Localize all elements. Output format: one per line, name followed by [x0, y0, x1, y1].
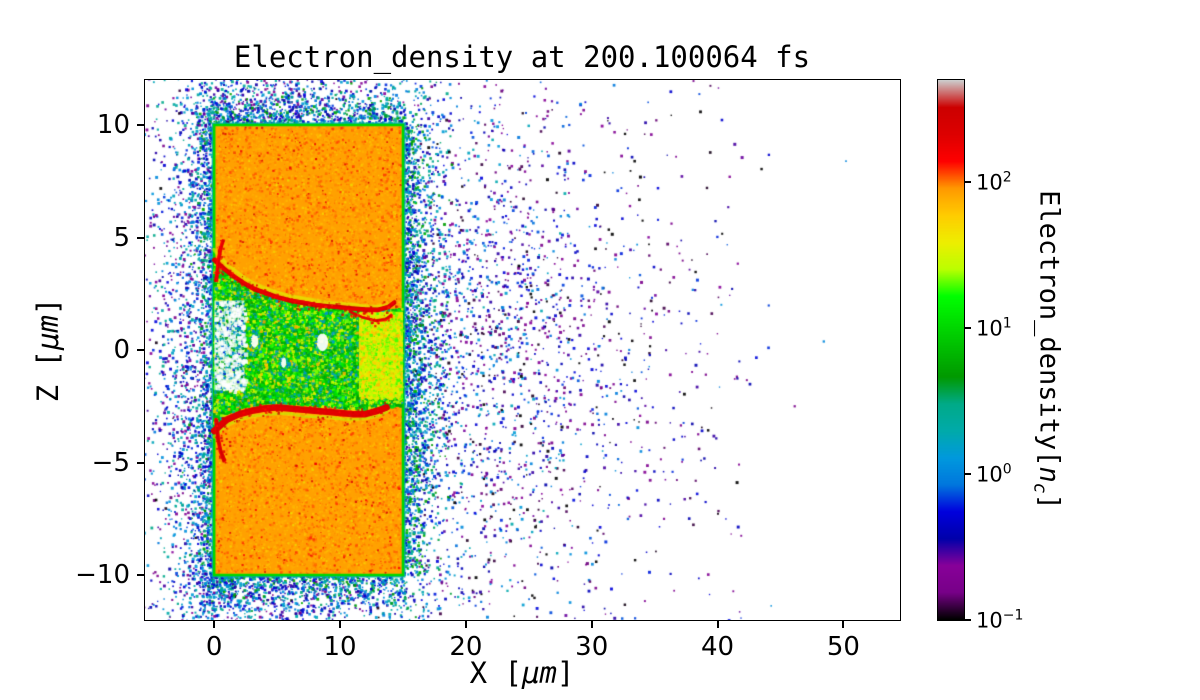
- density-heatmap: [145, 80, 900, 620]
- colorbar-tick-label: 101: [976, 315, 1012, 341]
- colorbar-label: Electron_density[nc]: [1029, 190, 1064, 510]
- y-tick-mark: [137, 461, 145, 464]
- y-tick-mark: [137, 236, 145, 239]
- y-axis-label-post: ]: [31, 297, 65, 316]
- chart-title: Electron_density at 200.100064 fs: [233, 40, 811, 74]
- y-tick-label: 0: [113, 335, 130, 365]
- colorbar-tick-label: 10−1: [976, 607, 1024, 633]
- colorbar-label-post: ]: [1033, 493, 1065, 510]
- x-tick-label: 20: [449, 632, 483, 662]
- x-tick-mark: [213, 620, 216, 628]
- colorbar-tick-mark: [964, 181, 971, 184]
- x-tick-label: 40: [700, 632, 735, 662]
- x-tick-label: 0: [205, 632, 223, 662]
- y-tick-mark: [137, 124, 145, 126]
- colorbar-tick-label: 102: [976, 169, 1012, 195]
- x-axis-label: X [μm]: [470, 656, 575, 690]
- y-tick-label: 5: [113, 222, 130, 253]
- x-tick-mark: [590, 620, 593, 628]
- x-tick-mark: [842, 620, 845, 628]
- x-tick-label: 50: [826, 632, 860, 662]
- colorbar-tick-label: 100: [976, 461, 1012, 487]
- x-tick-label: 30: [575, 632, 609, 662]
- colorbar-tick-mark: [964, 473, 971, 475]
- colorbar-label-sub: c: [1029, 482, 1051, 494]
- x-tick-mark: [464, 620, 467, 628]
- x-tick-mark: [716, 620, 719, 628]
- colorbar-tick-mark: [964, 619, 971, 621]
- y-tick-label: −10: [75, 560, 130, 590]
- y-tick-mark: [137, 574, 145, 576]
- y-tick-label: 10: [96, 110, 130, 140]
- colorbar-label-var: n: [1033, 466, 1065, 483]
- colorbar-tick-mark: [964, 327, 971, 330]
- y-tick-label: −5: [91, 447, 130, 478]
- y-tick-mark: [137, 349, 145, 351]
- x-axis-label-unit: μm: [522, 656, 557, 690]
- x-tick-mark: [339, 620, 342, 628]
- x-tick-label: 10: [323, 632, 357, 662]
- x-axis-label-post: ]: [556, 656, 575, 690]
- x-axis-label-pre: X [: [469, 656, 522, 690]
- colorbar-label-pre: Electron_density[: [1033, 190, 1065, 467]
- colorbar-gradient: [938, 80, 964, 620]
